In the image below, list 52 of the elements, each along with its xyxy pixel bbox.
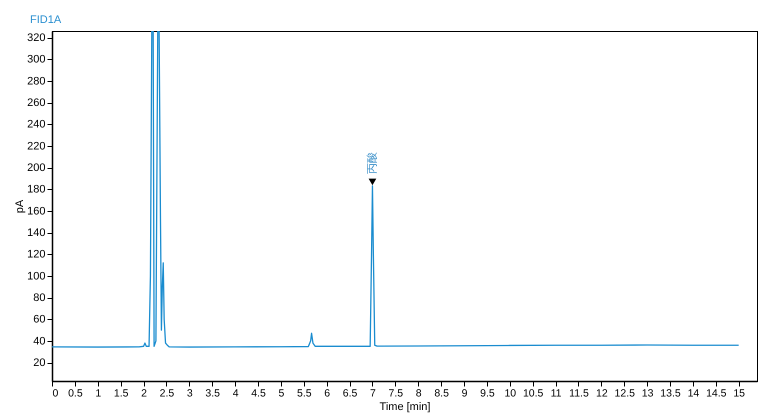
x-tick-label: 7 [370, 388, 376, 400]
x-tick-label: 3 [186, 388, 193, 400]
x-tick-label: 1 [95, 388, 102, 400]
x-tick-label: 0 [52, 388, 58, 400]
y-tick-label: 200 [27, 162, 46, 174]
y-tick-label: 220 [27, 140, 46, 152]
line-series [52, 31, 740, 348]
x-tick-label: 9 [462, 388, 468, 400]
x-tick-label: 6.5 [342, 388, 358, 400]
y-tick-label: 80 [33, 292, 46, 304]
x-tick-label: 3.5 [205, 388, 220, 400]
y-tick-label: 260 [27, 97, 46, 110]
x-axis-title: Time [min] [380, 401, 430, 413]
x-tick-label: 14 [688, 388, 700, 400]
y-tick-label: 120 [27, 248, 46, 261]
y-tick-label: 320 [27, 32, 46, 44]
y-tick-label: 40 [33, 335, 46, 348]
x-tick-label: 2.5 [160, 388, 174, 400]
x-tick-label: 1.5 [114, 388, 129, 400]
y-axis-title: pA [14, 199, 26, 214]
x-tick-label: 9.5 [480, 388, 495, 400]
x-tick-label: 2 [141, 388, 148, 400]
y-tick-label: 300 [27, 54, 46, 66]
x-tick-label: 5 [278, 388, 284, 400]
chart-title: FID1A [30, 14, 62, 26]
x-tick-label: 8 [416, 388, 422, 400]
x-tick-label: 11.5 [569, 388, 589, 400]
x-tick-label: 10.5 [522, 388, 544, 400]
y-tick-label: 240 [27, 118, 46, 131]
x-tick-label: 4 [232, 388, 239, 400]
x-tick-label: 0.5 [68, 388, 83, 400]
x-tick-label: 13.5 [660, 388, 681, 400]
y-tick-label: 280 [27, 75, 46, 88]
y-tick-label: 60 [33, 314, 46, 326]
x-tick-label: 8.5 [434, 388, 450, 400]
annotation: 丙酸 [366, 152, 378, 174]
x-tick-label: 12.5 [614, 388, 636, 400]
y-tick-label: 160 [27, 205, 46, 218]
x-tick-label: 7.5 [388, 388, 404, 400]
x-tick-label: 15 [733, 388, 746, 400]
y-tick-label: 180 [27, 184, 46, 196]
y-tick-label: 100 [27, 270, 46, 282]
x-tick-label: 11 [550, 388, 562, 400]
x-tick-label: 10 [504, 388, 516, 400]
x-tick-label: 4.5 [251, 388, 266, 400]
x-tick-label: 5.5 [296, 388, 312, 400]
x-tick-label: 12 [596, 388, 608, 400]
x-tick-label: 13 [642, 388, 654, 400]
y-tick-label: 20 [33, 357, 46, 370]
x-tick-label: 14.5 [706, 388, 727, 400]
x-tick-label: 6 [324, 388, 330, 400]
y-tick-label: 140 [27, 227, 46, 240]
